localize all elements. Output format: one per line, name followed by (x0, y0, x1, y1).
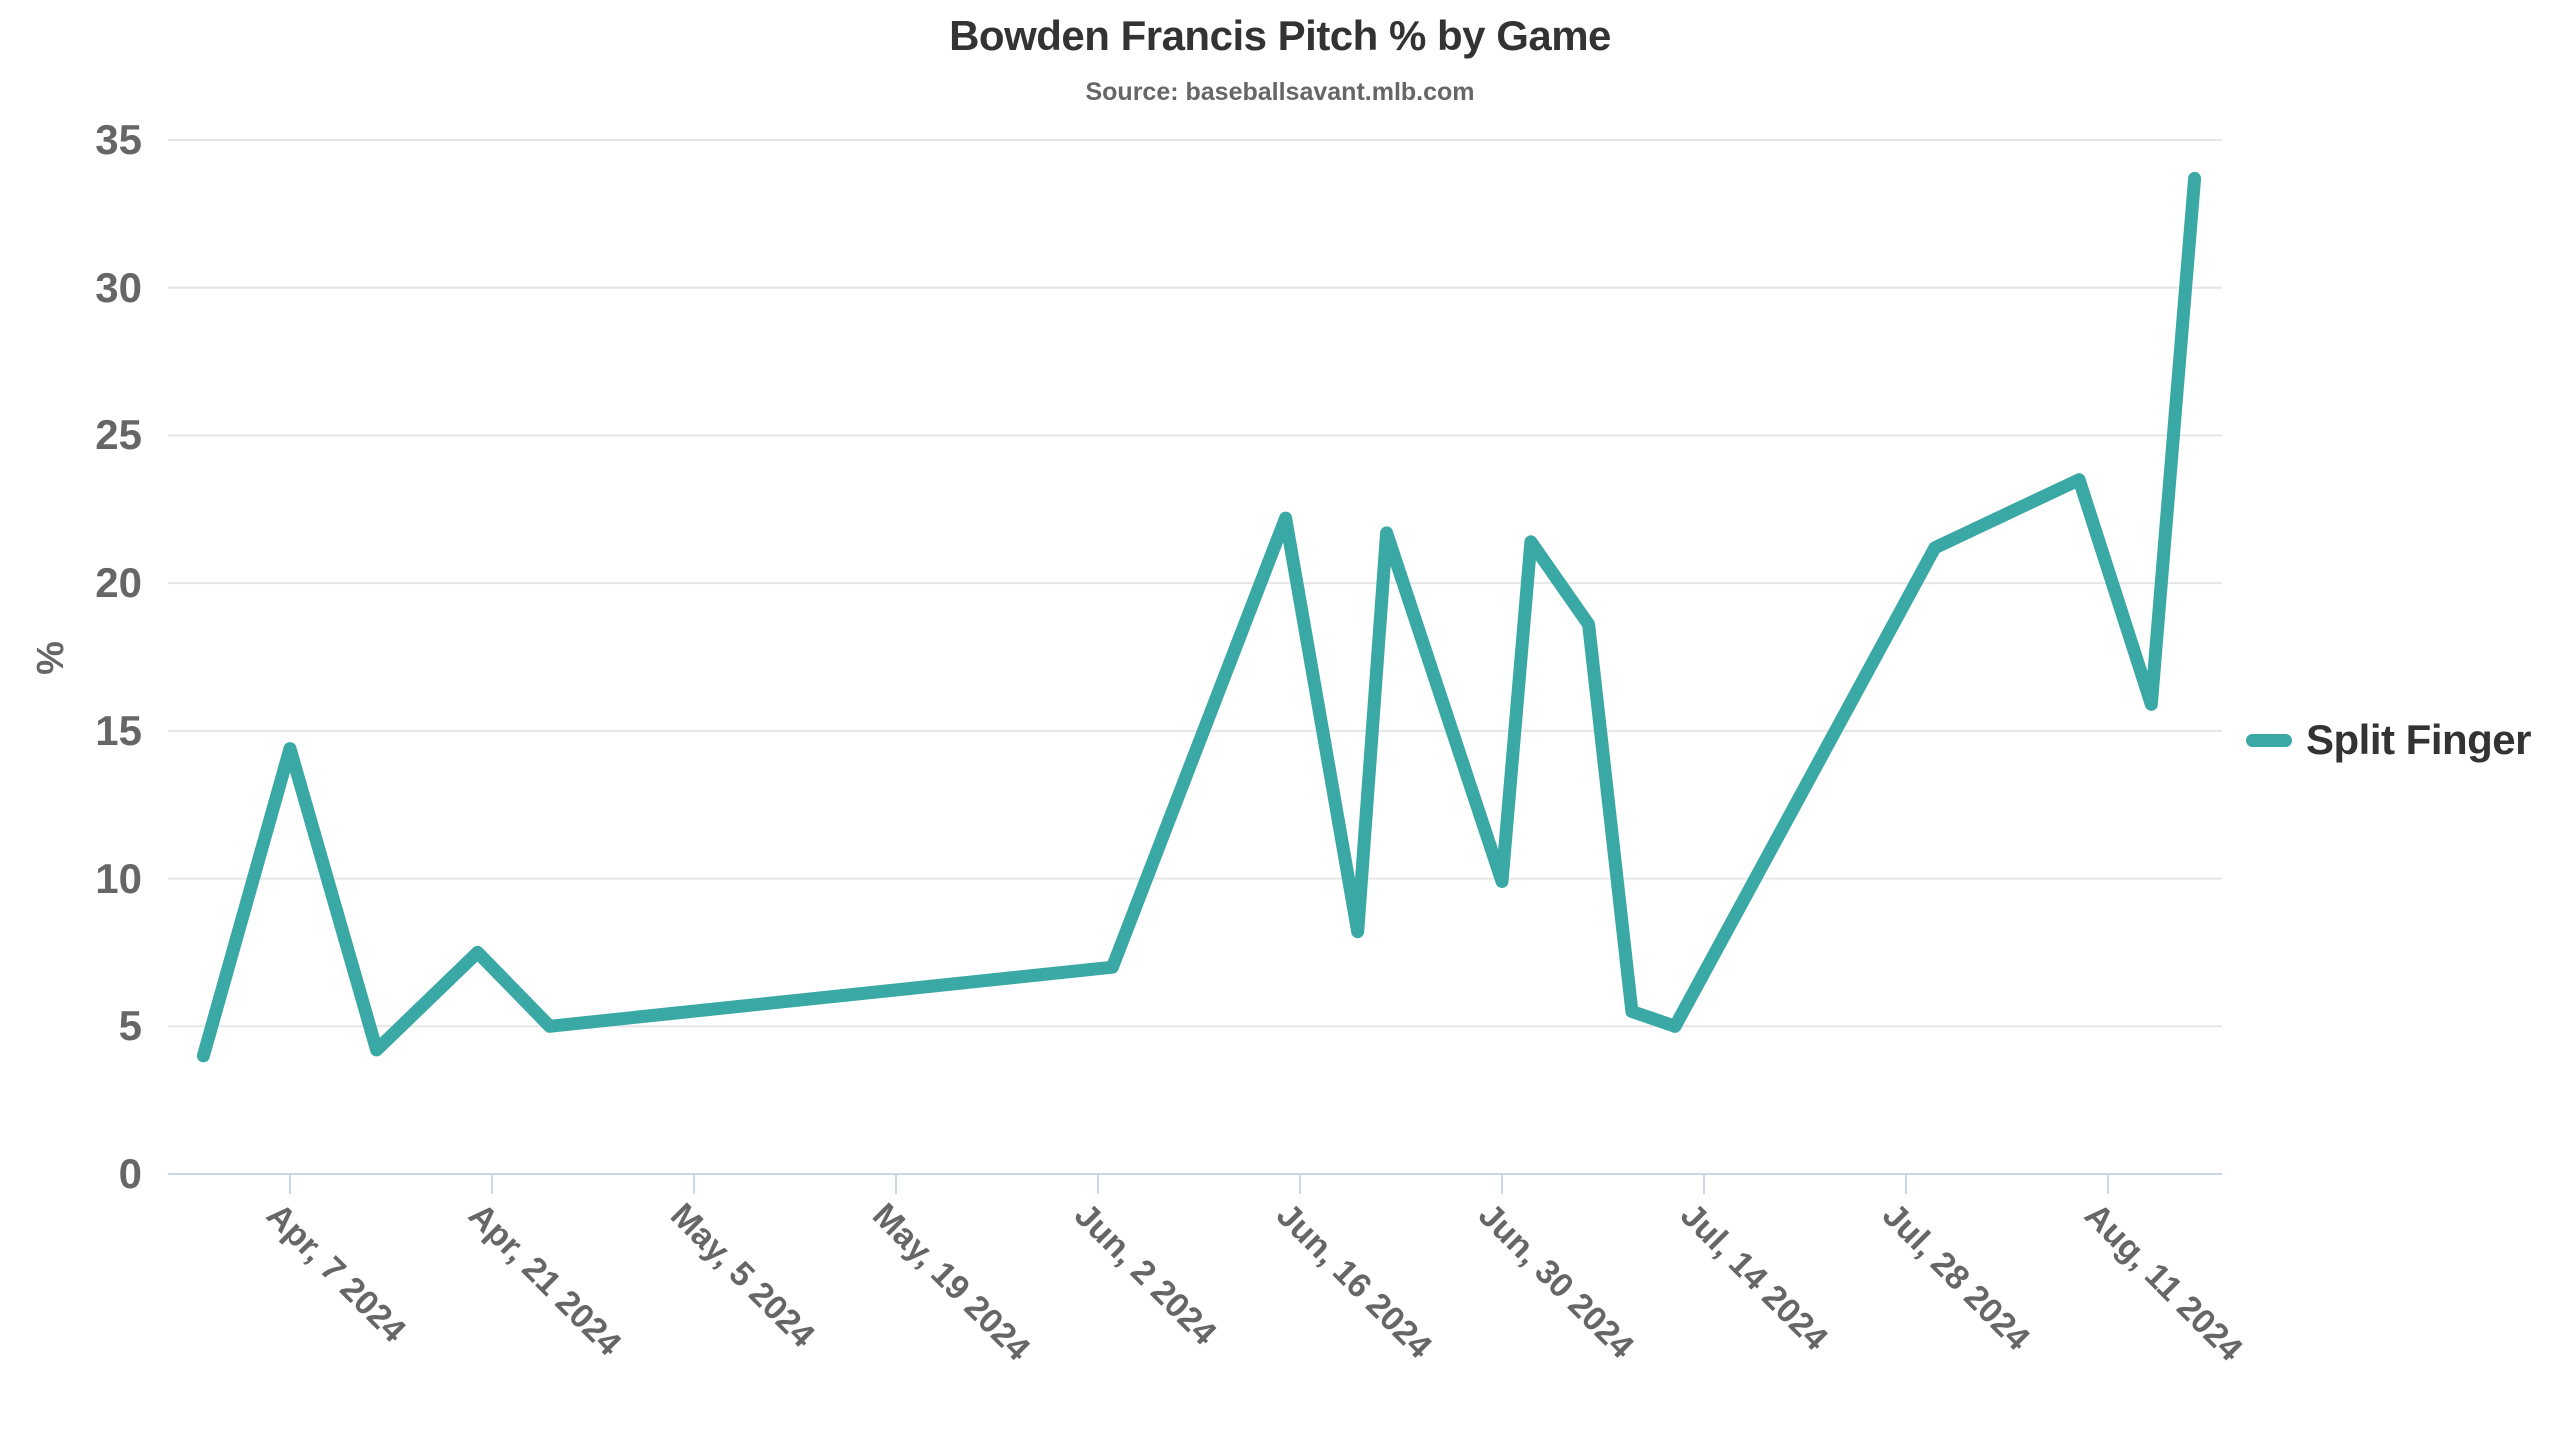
y-tick-label: 5 (118, 1002, 142, 1050)
series-line-split-finger (196, 171, 2202, 1063)
chart-title: Bowden Francis Pitch % by Game (949, 12, 1611, 59)
y-axis-title: % (30, 641, 72, 675)
y-tick-label: 20 (95, 559, 142, 607)
y-tick-label: 25 (95, 411, 142, 459)
gridlines (168, 139, 2222, 1175)
y-tick-label: 0 (118, 1150, 142, 1197)
legend-marker-icon (2246, 733, 2292, 747)
chart-subtitle: Source: baseballsavant.mlb.com (1085, 78, 1475, 106)
legend-item-split-finger[interactable]: Split Finger (2246, 712, 2532, 768)
y-tick-label: 15 (95, 706, 142, 754)
y-tick-label: 35 (95, 116, 142, 163)
y-tick-label: 10 (95, 854, 142, 902)
legend-label: Split Finger (2306, 716, 2532, 763)
y-tick-label: 30 (95, 263, 142, 311)
x-tick-marks (289, 1174, 2109, 1194)
